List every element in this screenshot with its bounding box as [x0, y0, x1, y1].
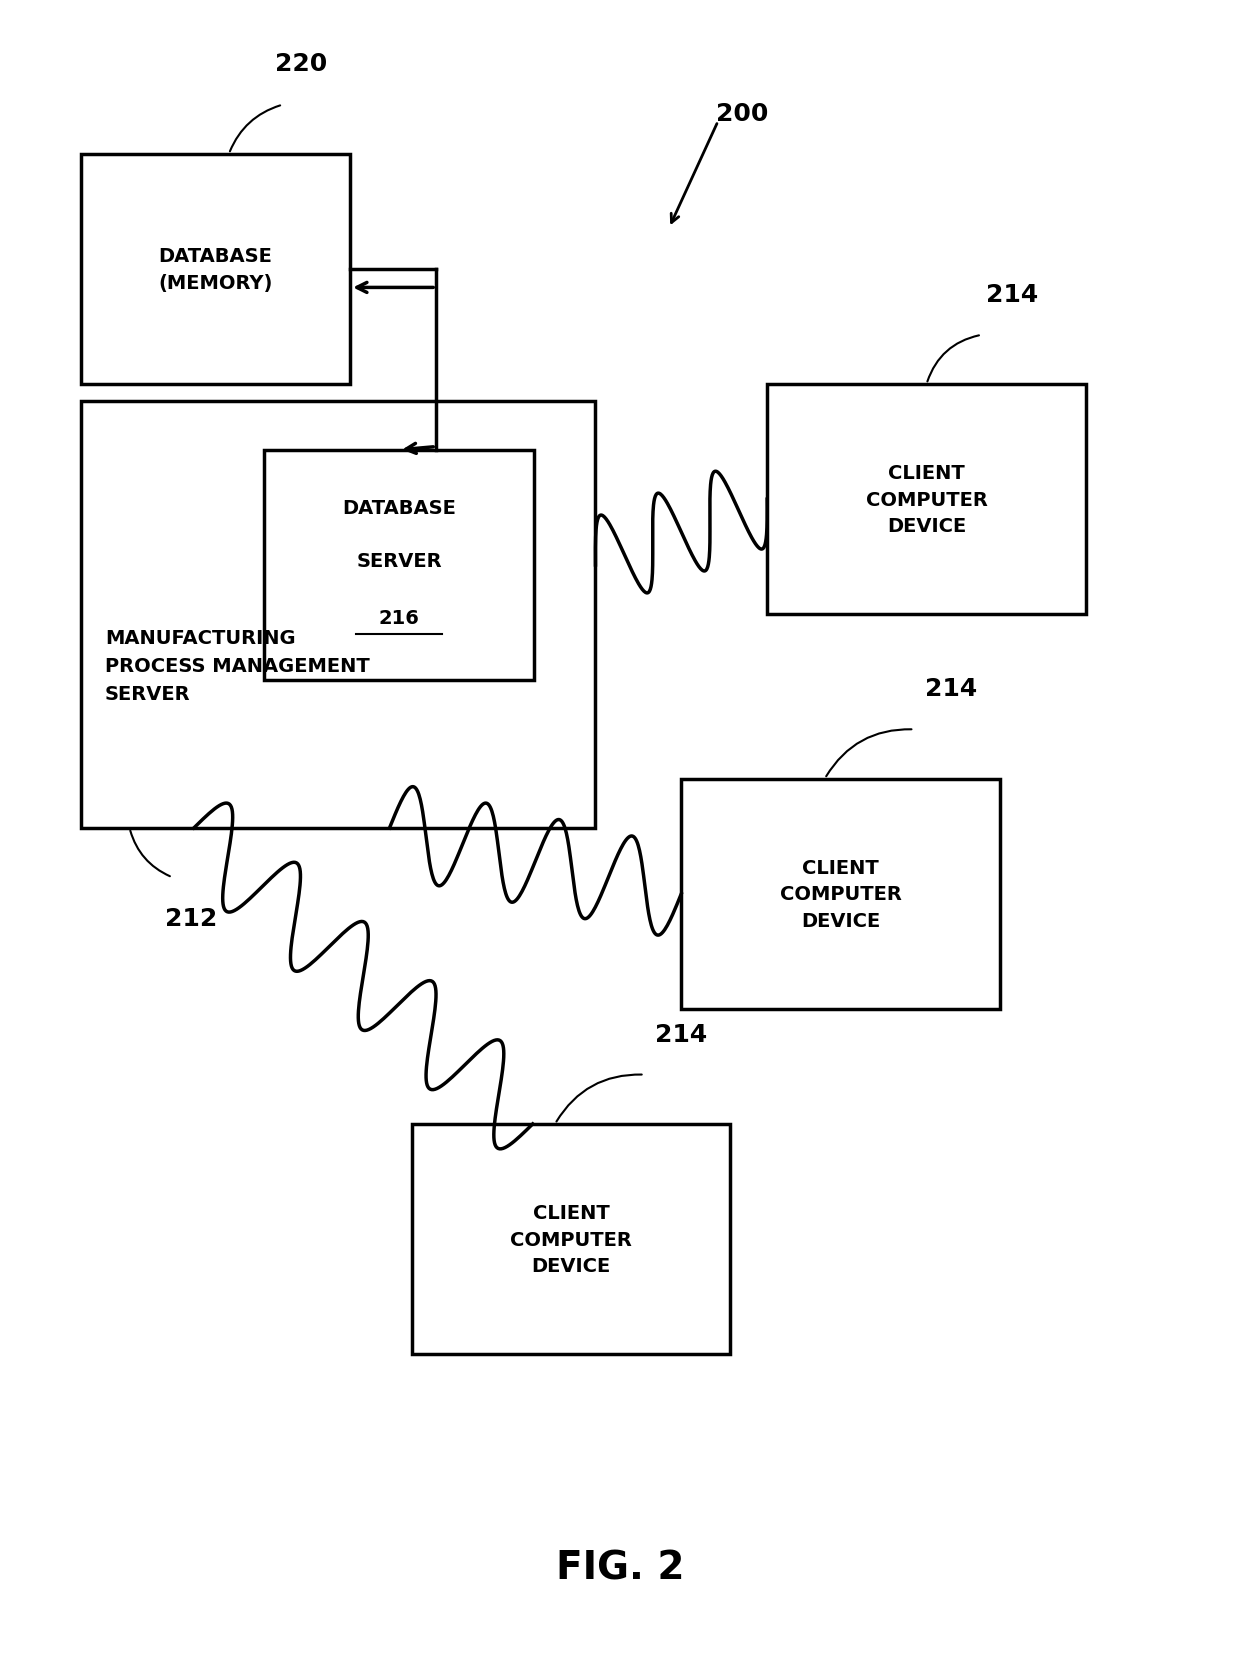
Text: CLIENT
COMPUTER
DEVICE: CLIENT COMPUTER DEVICE: [866, 464, 987, 535]
Text: CLIENT
COMPUTER
DEVICE: CLIENT COMPUTER DEVICE: [780, 858, 901, 930]
Text: DATABASE
(MEMORY): DATABASE (MEMORY): [159, 247, 273, 293]
Text: 200: 200: [717, 101, 769, 126]
Text: 212: 212: [165, 906, 217, 931]
Text: CLIENT
COMPUTER
DEVICE: CLIENT COMPUTER DEVICE: [510, 1203, 632, 1276]
FancyBboxPatch shape: [681, 779, 1001, 1009]
Text: 220: 220: [275, 53, 327, 76]
FancyBboxPatch shape: [81, 154, 350, 384]
Text: FIG. 2: FIG. 2: [556, 1549, 684, 1587]
FancyBboxPatch shape: [264, 451, 534, 681]
FancyBboxPatch shape: [768, 384, 1086, 615]
FancyBboxPatch shape: [412, 1123, 730, 1354]
Text: MANUFACTURING
PROCESS MANAGEMENT
SERVER: MANUFACTURING PROCESS MANAGEMENT SERVER: [105, 628, 370, 704]
Text: DATABASE: DATABASE: [342, 499, 456, 517]
Text: SERVER: SERVER: [356, 552, 443, 570]
Text: 216: 216: [379, 610, 419, 628]
Text: 214: 214: [655, 1022, 708, 1046]
Text: 214: 214: [925, 676, 977, 701]
FancyBboxPatch shape: [81, 401, 595, 828]
Text: 214: 214: [986, 282, 1038, 307]
